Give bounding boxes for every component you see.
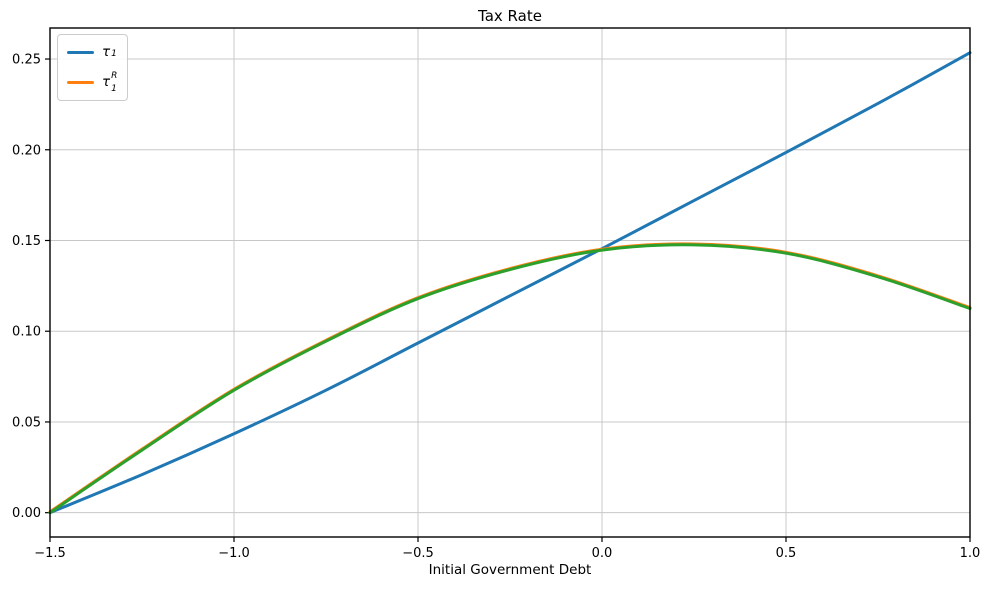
series-line-tau1 — [48, 51, 972, 515]
y-tick-label: 0.00 — [12, 506, 41, 521]
plot-border — [49, 27, 971, 538]
x-tick-label: 1.0 — [960, 546, 981, 561]
legend-line-sample-tau1 — [67, 51, 94, 54]
x-tick-label: −0.5 — [402, 546, 434, 561]
legend-line-sample-tau1R — [67, 81, 94, 84]
x-tick-label: −1.0 — [218, 546, 250, 561]
y-tick-label: 0.05 — [12, 415, 41, 430]
y-tick-label: 0.15 — [12, 234, 41, 249]
series-line-tau1R — [48, 242, 972, 514]
x-tick-label: 0.0 — [592, 546, 613, 561]
x-tick-label: 0.5 — [776, 546, 797, 561]
x-tick-label: −1.5 — [34, 546, 66, 561]
chart-title: Tax Rate — [478, 7, 542, 25]
y-tick-label: 0.25 — [12, 53, 41, 68]
x-axis-title: Initial Government Debt — [428, 562, 592, 578]
y-tick-label: 0.10 — [12, 325, 41, 340]
series-line-tau1R-overplot — [48, 243, 972, 515]
y-tick-label: 0.20 — [12, 143, 41, 158]
